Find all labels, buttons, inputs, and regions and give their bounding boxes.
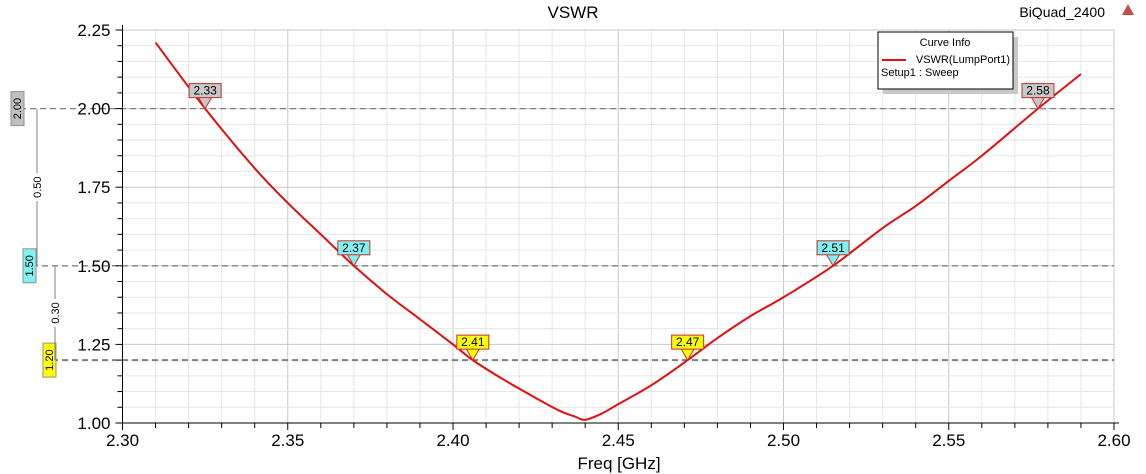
grid	[122, 29, 1115, 424]
marker-label-box	[816, 240, 850, 256]
y-tick-label: 2.25	[77, 21, 110, 40]
marker-pointer	[345, 253, 362, 267]
marker-pointer	[1030, 96, 1046, 110]
marker-label-box	[1021, 83, 1055, 99]
delta-label: 0.50	[32, 176, 44, 197]
marker-label: 2.37	[342, 241, 366, 255]
legend-subtitle: Setup1 : Sweep	[881, 67, 959, 79]
legend[interactable]: Curve Info VSWR(LumpPort1) Setup1 : Swee…	[877, 31, 1018, 94]
series-line-vswr	[154, 41, 1082, 421]
legend-title: Curve Info	[920, 37, 971, 49]
x-tick-label: 2.30	[106, 431, 139, 450]
marker-label: 2.58	[1026, 84, 1050, 98]
delta-label-bg	[31, 173, 43, 202]
marker-label: 2.41	[461, 335, 485, 349]
x-tick-label: 2.55	[932, 431, 965, 450]
marker-label: 2.51	[821, 241, 845, 255]
axes: 2.30 2.35 2.40 2.45 2.50 2.55 2.60 1.00 1.25 1.50…	[77, 21, 1130, 450]
legend-entry: VSWR(LumpPort1)	[916, 54, 1010, 66]
reference-label: 1.50	[24, 255, 36, 276]
marker-label-box	[188, 83, 222, 99]
marker-pointer	[825, 253, 841, 267]
marker-label: 2.47	[676, 335, 700, 349]
y-tick-label: 1.00	[77, 414, 110, 433]
x-tick-label: 2.60	[1097, 431, 1130, 450]
marker-label: 2.33	[193, 84, 217, 98]
delta-label: 0.30	[50, 302, 62, 323]
y-tick-label: 1.75	[77, 178, 110, 197]
delta-label-bg	[49, 298, 61, 327]
x-tick-label: 2.40	[436, 431, 469, 450]
marker-pointer	[464, 347, 481, 362]
reference-lines: 2.00 1.50 1.20 0.50 0.30	[10, 91, 1114, 378]
reference-label: 2.00	[12, 98, 24, 119]
reference-label-box	[10, 91, 25, 127]
x-tick-label: 2.35	[271, 431, 304, 450]
ansys-logo-icon	[1122, 4, 1134, 15]
series	[154, 41, 1082, 421]
marker-label-box	[456, 334, 490, 350]
y-tick-label: 1.25	[77, 335, 110, 354]
y-tick-label: 1.50	[77, 257, 110, 276]
marker-label-box	[337, 240, 371, 256]
x-axis-label: Freq [GHz]	[577, 454, 660, 473]
legend-box	[877, 31, 1014, 90]
reference-label: 1.20	[44, 349, 56, 370]
markers: 2.33 2.37 2.41 2.47 2.51 2.58	[188, 83, 1055, 362]
chart-title: VSWR	[548, 3, 599, 22]
marker-pointer	[679, 347, 696, 362]
project-name: BiQuad_2400	[1019, 4, 1105, 20]
y-tick-label: 2.00	[77, 100, 110, 119]
x-tick-label: 2.45	[602, 431, 635, 450]
x-tick-label: 2.50	[767, 431, 800, 450]
marker-label-box	[671, 334, 705, 350]
reference-label-box	[42, 342, 57, 378]
reference-label-box	[22, 248, 37, 284]
